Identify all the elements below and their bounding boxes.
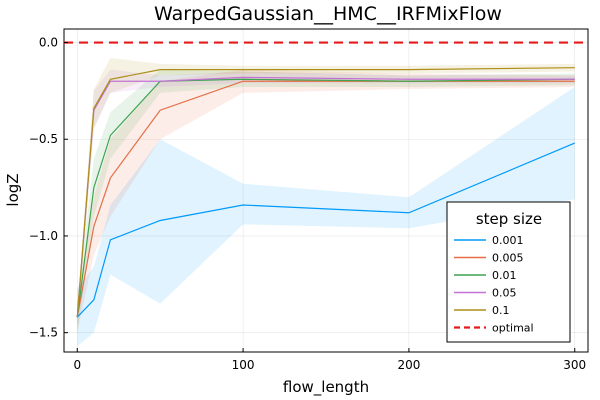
legend-entry-label: 0.05 (492, 287, 517, 300)
legend-box (446, 201, 571, 343)
series-line (76, 67, 575, 318)
chart-title: WarpedGaussian__HMC__IRFMixFlow (154, 3, 502, 25)
x-tick-label: 0 (73, 358, 81, 372)
y-axis-label: logZ (4, 173, 22, 206)
y-tick-label: −1.5 (29, 326, 58, 340)
series-lines (76, 67, 575, 318)
legend-entry-label: 0.001 (492, 234, 524, 247)
x-tick-label: 200 (397, 358, 420, 372)
confidence-bands (77, 58, 575, 347)
y-axis-ticks: 0.0 −0.5 −1.0 −1.5 (29, 36, 68, 340)
legend-items: 0.001 0.005 0.01 0.05 0.1 optimal (454, 234, 534, 335)
y-tick-label: −1.0 (29, 229, 58, 243)
plot-area (63, 28, 589, 353)
legend-entry-label: optimal (492, 322, 534, 335)
x-tick-label: 100 (232, 358, 255, 372)
legend-entry-label: 0.005 (492, 252, 524, 265)
x-tick-label: 300 (563, 358, 586, 372)
x-axis-label: flow_length (283, 378, 369, 397)
plot-frame (63, 28, 589, 353)
confidence-band (77, 87, 575, 347)
legend-title: step size (476, 210, 542, 228)
legend-entry-label: 0.01 (492, 269, 517, 282)
series-line (76, 142, 575, 318)
x-axis-ticks: 0 100 200 300 (73, 348, 586, 372)
legend-entry-label: 0.1 (492, 304, 510, 317)
y-tick-label: 0.0 (39, 36, 58, 50)
legend: step size 0.001 0.005 0.01 0.05 0.1 optimal (446, 201, 571, 343)
confidence-band (77, 58, 575, 325)
y-tick-label: −0.5 (29, 132, 58, 146)
